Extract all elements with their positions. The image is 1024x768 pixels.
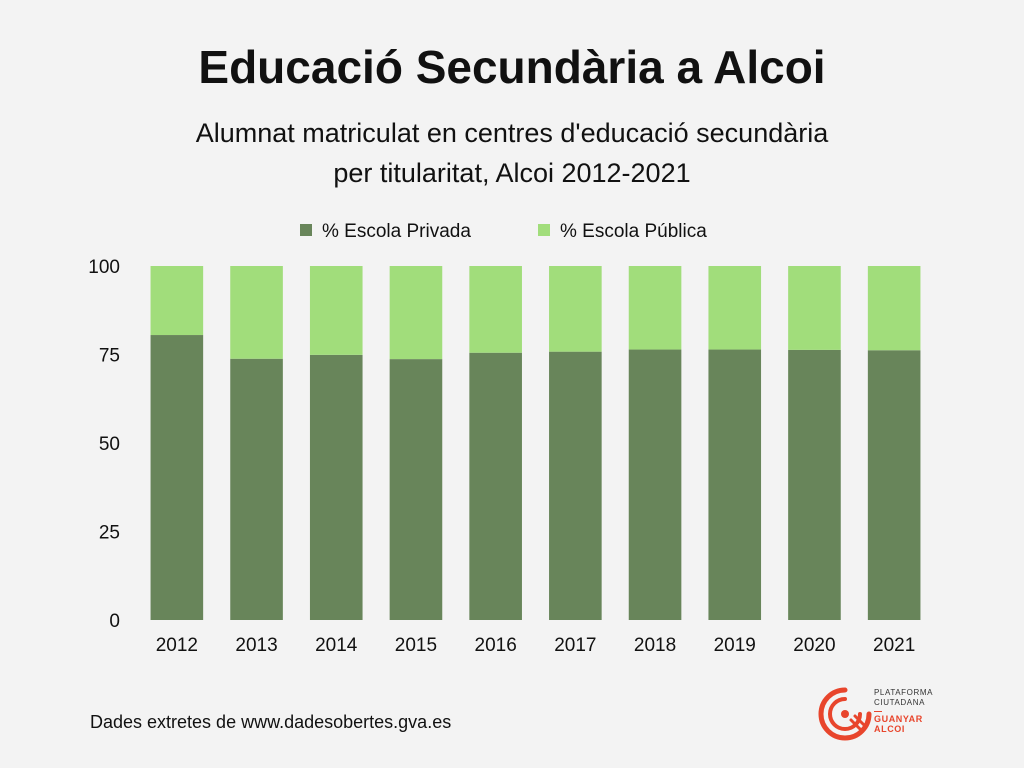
- chart-subtitle: Alumnat matriculat en centres d'educació…: [0, 113, 1024, 193]
- x-axis: 2012 2013 2014 2015 2016 2017 2018 2019 2020 2021: [156, 635, 916, 656]
- y-axis: 0 25 50 75 100: [88, 257, 120, 632]
- x-tick-label: 2019: [714, 635, 756, 656]
- chart-title: Educació Secundària a Alcoi: [198, 41, 826, 93]
- bar-publica-2020: [788, 266, 841, 350]
- x-tick-label: 2013: [235, 635, 277, 656]
- data-source-note: Dades extretes de www.dadesobertes.gva.e…: [90, 712, 452, 732]
- bar-publica-2014: [309, 266, 363, 355]
- logo-line-4: ALCOI: [874, 724, 905, 734]
- bar-privada-2021: [867, 350, 921, 620]
- legend-swatch-publica: [538, 224, 550, 236]
- x-tick-label: 2014: [315, 635, 358, 656]
- legend-label-publica: % Escola Pública: [560, 221, 707, 242]
- bar-privada-2018: [628, 349, 682, 620]
- bar-privada-2012: [150, 335, 204, 620]
- bar-publica-2012: [150, 266, 204, 336]
- y-tick-label: 25: [99, 523, 120, 544]
- x-tick-label: 2017: [554, 635, 596, 656]
- logo-line-1: PLATAFORMA: [874, 688, 934, 697]
- x-tick-label: 2016: [475, 635, 517, 656]
- bar-privada-2017: [549, 351, 602, 620]
- bar-privada-2020: [788, 349, 841, 620]
- bar-publica-2013: [230, 266, 283, 359]
- logo-line-3: GUANYAR: [874, 714, 923, 724]
- x-tick-label: 2012: [156, 635, 198, 656]
- logo-mark-icon: [818, 687, 872, 741]
- bar-publica-2018: [628, 266, 682, 350]
- bar-publica-2015: [389, 266, 443, 360]
- bar-publica-2016: [469, 266, 522, 353]
- logo-text: PLATAFORMA CIUTADANA GUANYAR ALCOI: [874, 688, 933, 734]
- chart-legend: % Escola Privada % Escola Pública: [300, 221, 707, 242]
- x-tick-label: 2015: [395, 635, 437, 656]
- x-tick-label: 2020: [793, 635, 835, 656]
- legend-label-privada: % Escola Privada: [322, 221, 471, 242]
- y-tick-label: 50: [99, 434, 120, 455]
- bar-publica-2017: [549, 266, 602, 352]
- logo-line-2: CIUTADANA: [874, 698, 926, 707]
- bar-privada-2016: [469, 352, 522, 620]
- x-tick-label: 2018: [634, 635, 676, 656]
- guanyar-alcoi-logo: PLATAFORMA CIUTADANA GUANYAR ALCOI: [818, 684, 948, 744]
- y-tick-label: 75: [99, 346, 120, 367]
- y-tick-label: 100: [88, 257, 120, 278]
- subtitle-line-1: Alumnat matriculat en centres d'educació…: [195, 118, 829, 148]
- logo-dash: [874, 711, 882, 712]
- x-tick-label: 2021: [873, 635, 915, 656]
- y-tick-label: 0: [109, 611, 120, 632]
- legend-swatch-privada: [300, 224, 312, 236]
- subtitle-line-2: per titularitat, Alcoi 2012-2021: [333, 158, 691, 188]
- bar-privada-2015: [389, 359, 443, 620]
- bar-publica-2021: [867, 266, 921, 351]
- bar-publica-2019: [708, 266, 762, 350]
- bar-privada-2019: [708, 349, 762, 620]
- bar-area: [150, 266, 921, 620]
- bar-privada-2014: [309, 354, 363, 620]
- bar-privada-2013: [230, 358, 283, 620]
